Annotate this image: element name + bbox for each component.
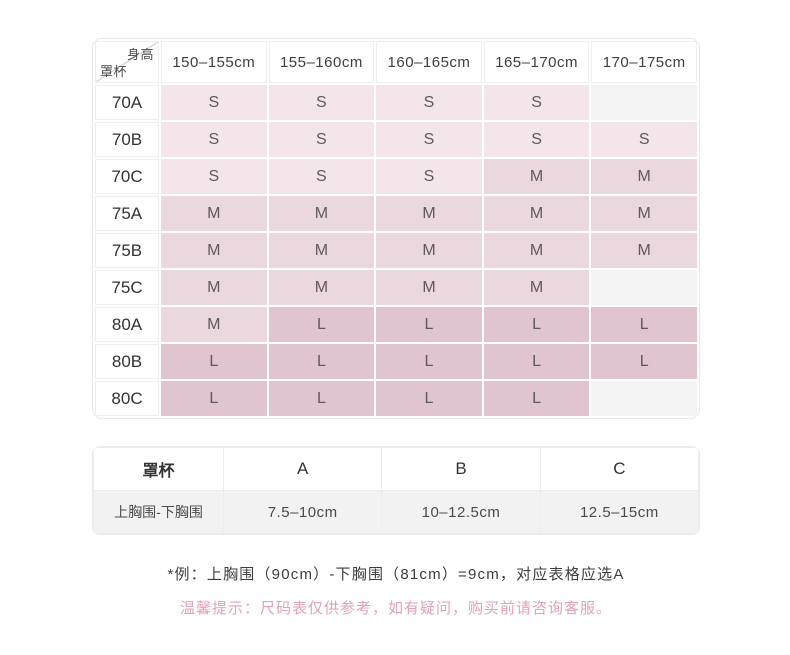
size-cell: S	[483, 122, 590, 157]
bust-diff-value: 7.5–10cm	[222, 490, 383, 534]
cup-table: 罩杯 A B C 上胸围-下胸围 7.5–10cm 10–12.5cm 12.5…	[93, 447, 699, 534]
height-axis-label: 身高	[126, 47, 154, 62]
size-cell: L	[483, 307, 590, 342]
size-cell: S	[268, 159, 375, 194]
size-cell: L	[268, 381, 375, 416]
size-cell: M	[268, 270, 375, 305]
size-cell: L	[376, 381, 482, 416]
size-cell: L	[591, 344, 697, 379]
table-row: 70C S S S M M	[95, 159, 697, 194]
size-cell: L	[483, 381, 590, 416]
table-row: 80C L L L L	[95, 381, 697, 416]
size-cell: S	[591, 122, 697, 157]
size-cell: L	[591, 307, 697, 342]
size-cell: L	[268, 344, 375, 379]
cup-column-header: A	[222, 447, 383, 491]
size-cell: L	[161, 344, 267, 379]
size-cell: S	[483, 85, 590, 120]
cup-axis-label: 罩杯	[100, 64, 128, 79]
size-cell: M	[591, 233, 697, 268]
row-label: 75C	[95, 270, 159, 305]
size-cell: M	[161, 307, 267, 342]
column-header: 170–175cm	[591, 41, 697, 83]
size-cell: M	[268, 233, 375, 268]
size-cell: L	[376, 307, 482, 342]
size-cell: M	[161, 233, 267, 268]
diagonal-divider: 身高 罩杯	[96, 42, 158, 82]
size-cell: M	[161, 270, 267, 305]
size-cell: S	[268, 122, 375, 157]
size-cell	[591, 85, 697, 120]
header-row: 罩杯 A B C	[93, 447, 699, 491]
size-cell: S	[376, 122, 482, 157]
header-row: 身高 罩杯 150–155cm 155–160cm 160–165cm 165–…	[95, 41, 697, 83]
table-row: 80A M L L L L	[95, 307, 697, 342]
size-cell: L	[483, 344, 590, 379]
size-cell: M	[483, 233, 590, 268]
row-label: 70A	[95, 85, 159, 120]
size-cell: S	[161, 122, 267, 157]
size-cell: L	[161, 381, 267, 416]
table-row: 70B S S S S S	[95, 122, 697, 157]
corner-cell: 身高 罩杯	[95, 41, 159, 83]
cup-table-body: 上胸围-下胸围 7.5–10cm 10–12.5cm 12.5–15cm	[93, 490, 699, 534]
size-cell: M	[376, 196, 482, 231]
size-cell: L	[268, 307, 375, 342]
size-cell	[591, 270, 697, 305]
bust-diff-value: 10–12.5cm	[381, 490, 541, 534]
size-cell: M	[376, 270, 482, 305]
size-cell: M	[483, 270, 590, 305]
column-header: 155–160cm	[268, 41, 375, 83]
table-row: 75A M M M M M	[95, 196, 697, 231]
example-note: *例：上胸围（90cm）-下胸围（81cm）=9cm，对应表格应选A	[167, 566, 625, 583]
column-header: 165–170cm	[483, 41, 590, 83]
column-header: 160–165cm	[376, 41, 482, 83]
size-cell: S	[376, 159, 482, 194]
size-cell: S	[161, 85, 267, 120]
size-cell: M	[591, 159, 697, 194]
tip-note: 温馨提示：尺码表仅供参考，如有疑问，购买前请咨询客服。	[179, 600, 612, 617]
size-cell: M	[268, 196, 375, 231]
row-label: 75B	[95, 233, 159, 268]
cup-column-header: B	[381, 447, 541, 491]
size-table: 身高 罩杯 150–155cm 155–160cm 160–165cm 165–…	[92, 38, 700, 419]
row-label: 70B	[95, 122, 159, 157]
bust-diff-label: 上胸围-下胸围	[93, 490, 224, 534]
size-cell: S	[161, 159, 267, 194]
bust-diff-value: 12.5–15cm	[539, 490, 699, 534]
cup-table-wrap: 罩杯 A B C 上胸围-下胸围 7.5–10cm 10–12.5cm 12.5…	[92, 446, 700, 535]
size-cell: L	[376, 344, 482, 379]
row-label: 80B	[95, 344, 159, 379]
table-row: 70A S S S S	[95, 85, 697, 120]
row-label: 80C	[95, 381, 159, 416]
size-cell: M	[161, 196, 267, 231]
size-table-header: 身高 罩杯 150–155cm 155–160cm 160–165cm 165–…	[95, 41, 697, 83]
table-row: 上胸围-下胸围 7.5–10cm 10–12.5cm 12.5–15cm	[93, 490, 699, 534]
size-cell: M	[483, 159, 590, 194]
table-row: 75B M M M M M	[95, 233, 697, 268]
size-cell: S	[268, 85, 375, 120]
table-row: 80B L L L L L	[95, 344, 697, 379]
size-cell: M	[483, 196, 590, 231]
column-header: 150–155cm	[161, 41, 267, 83]
size-chart-page: 身高 罩杯 150–155cm 155–160cm 160–165cm 165–…	[92, 38, 700, 617]
size-cell	[591, 381, 697, 416]
table-row: 75C M M M M	[95, 270, 697, 305]
size-cell: M	[591, 196, 697, 231]
row-label: 80A	[95, 307, 159, 342]
cup-table-header: 罩杯 A B C	[93, 447, 699, 491]
size-table-body: 70A S S S S 70B S S S S S 70C S S S M	[95, 85, 697, 416]
row-label: 70C	[95, 159, 159, 194]
cup-header-label: 罩杯	[93, 447, 224, 491]
size-cell: M	[376, 233, 482, 268]
row-label: 75A	[95, 196, 159, 231]
size-cell: S	[376, 85, 482, 120]
cup-column-header: C	[539, 447, 699, 491]
